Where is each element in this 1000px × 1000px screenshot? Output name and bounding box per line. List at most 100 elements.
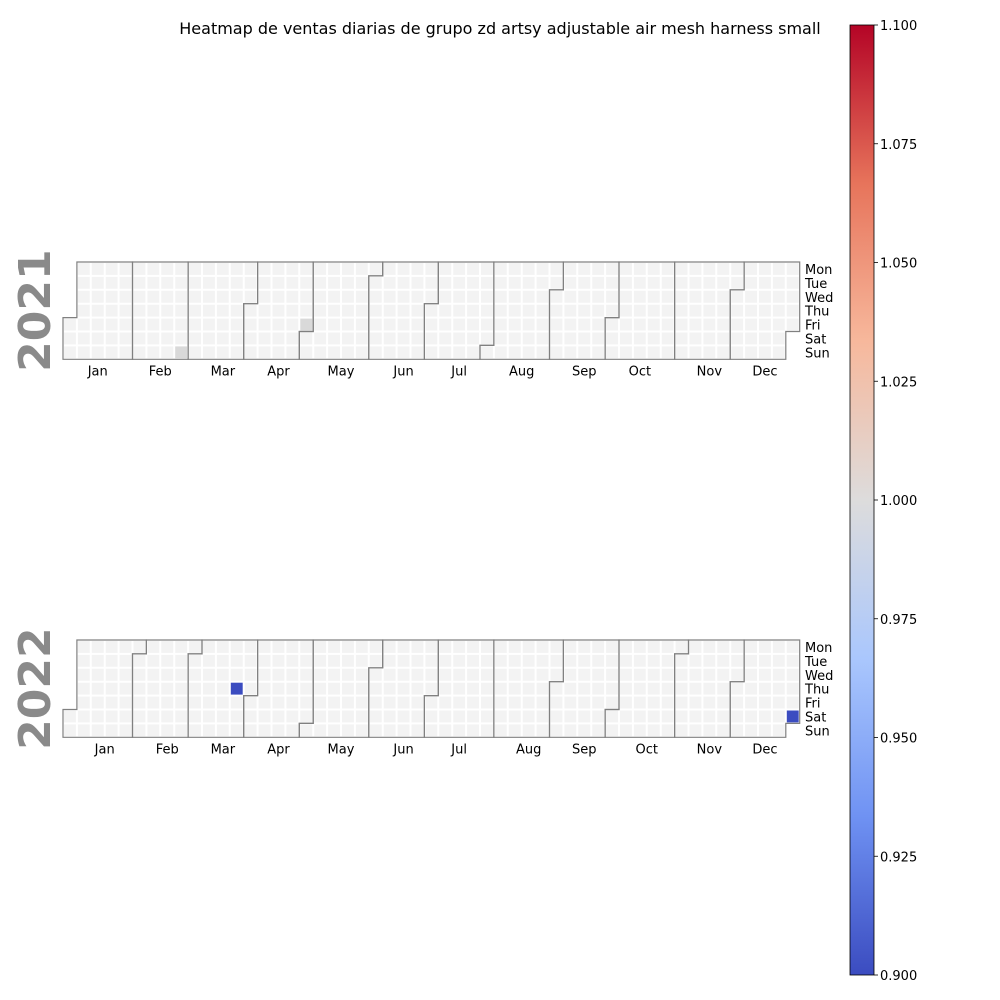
day-cell (633, 304, 646, 317)
day-cell (606, 276, 618, 289)
day-cell (397, 654, 410, 667)
day-cell (133, 332, 146, 345)
day-cell (300, 641, 313, 653)
day-cell (272, 724, 285, 737)
day-cell (661, 304, 674, 317)
day-cell (119, 654, 132, 667)
day-cell (592, 346, 605, 359)
day-cell (494, 290, 507, 303)
day-cell (244, 641, 257, 653)
colorbar-tick-label: 1.100 (880, 19, 917, 34)
day-cell (411, 682, 424, 695)
day-cell (453, 682, 466, 695)
day-cell (258, 318, 271, 331)
day-cell (592, 682, 605, 695)
day-cell (147, 332, 160, 345)
day-cell (272, 696, 285, 709)
day-cell (481, 654, 493, 667)
day-cell (425, 696, 438, 709)
day-cell (286, 654, 299, 667)
day-cell (508, 263, 521, 275)
day-cell (494, 641, 507, 653)
day-cell (731, 696, 744, 709)
day-cell (77, 641, 90, 653)
day-cell (203, 276, 215, 289)
day-cell (175, 318, 188, 331)
day-cell (494, 346, 507, 359)
day-cell (717, 696, 730, 709)
day-cell (189, 654, 201, 667)
day-cell (745, 641, 757, 653)
day-cell (216, 668, 229, 681)
day-cell (133, 346, 146, 359)
day-cell (355, 263, 368, 275)
day-cell (467, 668, 479, 681)
day-cell (397, 641, 410, 653)
day-cell (133, 668, 146, 681)
day-cell (425, 263, 438, 275)
day-cell (675, 346, 688, 359)
month-label: Jul (450, 742, 467, 757)
colorbar-tick-label: 0.950 (880, 732, 917, 747)
day-cell (508, 304, 521, 317)
day-cell (161, 276, 174, 289)
day-cell (606, 346, 618, 359)
day-cell (286, 682, 299, 695)
day-cell (745, 276, 757, 289)
day-cell (592, 276, 605, 289)
day-cell (244, 276, 257, 289)
day-cell (578, 346, 591, 359)
day-cell (342, 654, 354, 667)
day-cell (550, 290, 563, 303)
day-cell (189, 304, 201, 317)
day-cell (105, 318, 118, 331)
day-cell (216, 290, 229, 303)
day-cell (689, 724, 702, 737)
day-cell (230, 263, 243, 275)
day-cell (661, 654, 674, 667)
day-cell (536, 290, 549, 303)
day-cell (606, 263, 618, 275)
weekday-label: Fri (805, 697, 821, 712)
day-cell (481, 682, 493, 695)
day-cell (661, 682, 674, 695)
day-cell (119, 318, 132, 331)
day-cell (314, 682, 327, 695)
day-cell (578, 263, 591, 275)
day-cell (91, 263, 104, 275)
day-cell (147, 641, 160, 653)
day-cell (439, 654, 452, 667)
day-cell (759, 641, 771, 653)
day-cell (258, 332, 271, 345)
day-cell (536, 332, 549, 345)
day-cell (661, 346, 674, 359)
day-cell (175, 332, 188, 345)
month-label: Jun (392, 364, 413, 379)
day-cell (105, 654, 118, 667)
day-cell (606, 654, 618, 667)
day-cell (703, 304, 716, 317)
day-cell (564, 276, 577, 289)
day-cell (147, 276, 160, 289)
colorbar-tick-label: 0.975 (880, 613, 917, 628)
day-cell (759, 668, 771, 681)
day-cell (550, 318, 563, 331)
day-cell (314, 263, 327, 275)
day-cell (620, 263, 632, 275)
day-cell (578, 668, 591, 681)
day-cell (383, 346, 396, 359)
day-cell (230, 641, 243, 653)
day-cell (675, 304, 688, 317)
day-cell (731, 682, 744, 695)
month-label: Jan (87, 364, 108, 379)
month-label: Feb (149, 364, 172, 379)
day-cell (620, 318, 632, 331)
day-cell (189, 263, 201, 275)
day-cell (300, 304, 313, 317)
day-cell (189, 724, 201, 737)
day-cell (328, 724, 340, 737)
day-cell (133, 276, 146, 289)
day-cell (161, 668, 174, 681)
day-cell (77, 696, 90, 709)
day-cell (133, 724, 146, 737)
